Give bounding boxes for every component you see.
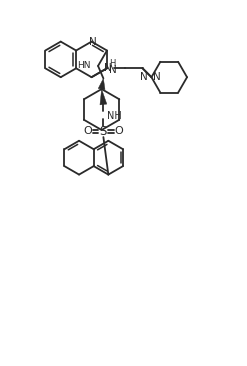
Text: HN: HN [77, 61, 90, 70]
Text: O: O [83, 126, 92, 136]
Text: N: N [153, 72, 161, 82]
Text: O: O [115, 126, 124, 136]
Text: S: S [100, 125, 107, 138]
Text: N: N [104, 63, 112, 73]
Text: N: N [89, 37, 96, 46]
Text: N: N [109, 65, 117, 75]
Text: NH: NH [107, 111, 122, 122]
Polygon shape [98, 78, 105, 90]
Text: N: N [140, 72, 147, 82]
Polygon shape [100, 89, 107, 105]
Text: H: H [109, 59, 115, 68]
